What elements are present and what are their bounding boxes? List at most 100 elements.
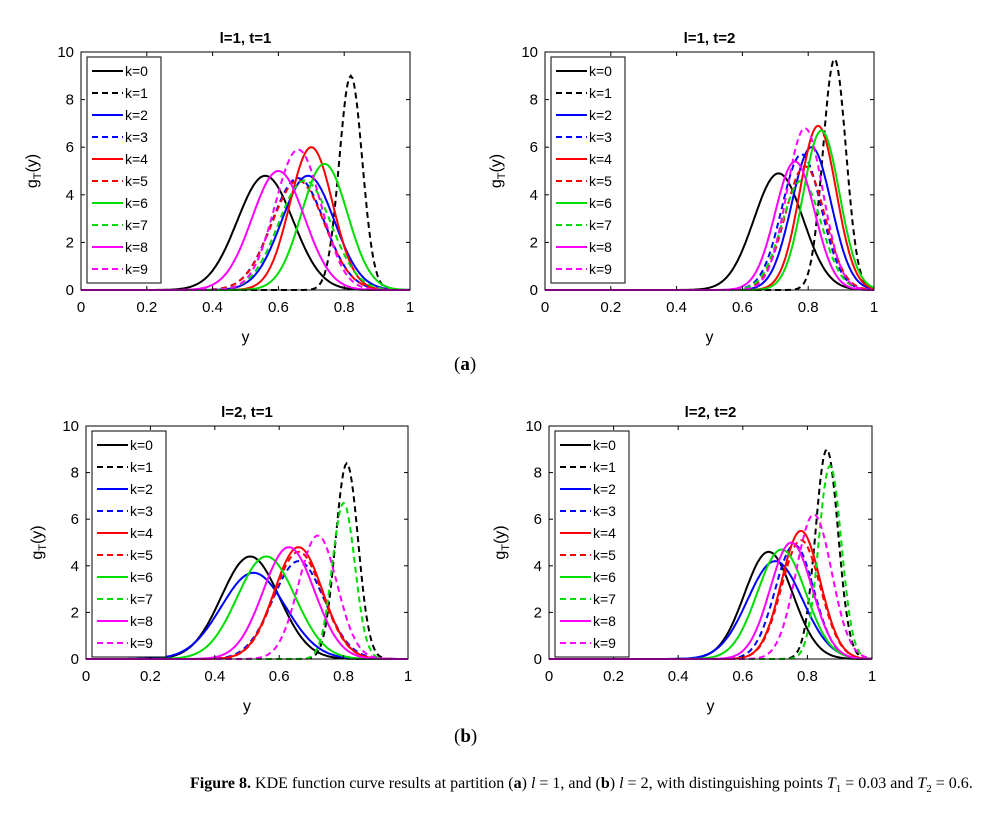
y-tick-label: 4 [66, 187, 74, 204]
legend-box [550, 56, 626, 284]
x-tick-label: 0 [545, 668, 553, 685]
x-tick-label: 0.2 [140, 668, 161, 685]
x-tick-label: 0.6 [732, 299, 753, 316]
chart-title: l=1, t=1 [220, 30, 272, 47]
y-tick-label: 10 [62, 418, 79, 435]
x-tick-label: 0.2 [136, 299, 157, 316]
legend-label: k=2 [589, 107, 612, 123]
plot-frame [80, 51, 411, 291]
chart-3: l=2, t=10 0.2 0.4 0.6 0.8 10246810ygT(y)k=0k=… [29, 404, 412, 715]
legend-label: k=4 [589, 151, 612, 167]
plot-frame [544, 51, 875, 291]
panel-label-a: (a) [454, 354, 477, 375]
x-axis-label: y [707, 698, 715, 715]
legend-label: k=7 [593, 591, 616, 607]
legend-label: k=1 [130, 459, 153, 475]
y-tick-label: 8 [66, 92, 74, 109]
y-tick-label: 4 [530, 187, 538, 204]
legend: k=0 k=1 k=2 k=3 k=4 k=5 k=6 k=7 k=8 k=9 [91, 430, 167, 658]
y-tick-label: 8 [71, 465, 79, 482]
x-tick-label: 0.2 [603, 668, 624, 685]
y-axis-label: gT(y) [488, 154, 508, 188]
legend-label: k=1 [593, 459, 616, 475]
x-tick-label: 0 [77, 299, 85, 316]
legend-label: k=9 [593, 635, 616, 651]
y-tick-label: 6 [534, 511, 542, 528]
y-tick-label: 8 [534, 465, 542, 482]
y-tick-label: 0 [66, 282, 74, 299]
x-tick-label: 0.8 [333, 668, 354, 685]
legend-label: k=9 [130, 635, 153, 651]
legend-label: k=1 [589, 85, 612, 101]
x-axis-label: y [706, 329, 714, 346]
chart-title: l=1, t=2 [684, 30, 736, 47]
legend-label: k=5 [125, 173, 148, 189]
x-tick-label: 1 [406, 299, 414, 316]
y-tick-label: 6 [530, 139, 538, 156]
legend-label: k=6 [593, 569, 616, 585]
legend-label: k=0 [125, 63, 148, 79]
chart-title: l=2, t=2 [685, 404, 737, 421]
legend-label: k=5 [593, 547, 616, 563]
legend-label: k=1 [125, 85, 148, 101]
x-tick-label: 0.4 [204, 668, 225, 685]
legend-label: k=3 [125, 129, 148, 145]
legend-label: k=8 [593, 613, 616, 629]
legend: k=0 k=1 k=2 k=3 k=4 k=5 k=6 k=7 k=8 k=9 [86, 56, 162, 284]
legend-label: k=6 [125, 195, 148, 211]
chart-title: l=2, t=1 [221, 404, 273, 421]
y-tick-label: 10 [57, 44, 74, 61]
legend-label: k=8 [589, 239, 612, 255]
x-tick-label: 0.4 [668, 668, 689, 685]
x-tick-label: 0 [541, 299, 549, 316]
legend: k=0 k=1 k=2 k=3 k=4 k=5 k=6 k=7 k=8 k=9 [554, 430, 630, 658]
y-tick-label: 4 [534, 558, 542, 575]
legend-label: k=0 [589, 63, 612, 79]
legend-box [91, 430, 167, 658]
x-tick-label: 0.6 [732, 668, 753, 685]
x-tick-label: 0.8 [798, 299, 819, 316]
legend-label: k=6 [589, 195, 612, 211]
plot-frame [548, 425, 873, 660]
panel-label-b: (b) [454, 726, 478, 747]
x-axis-label: y [243, 698, 251, 715]
legend-label: k=0 [593, 437, 616, 453]
y-tick-label: 10 [521, 44, 538, 61]
x-tick-label: 0.4 [666, 299, 687, 316]
legend-label: k=8 [130, 613, 153, 629]
y-tick-label: 0 [530, 282, 538, 299]
y-tick-label: 6 [71, 511, 79, 528]
legend-label: k=4 [125, 151, 148, 167]
legend-label: k=7 [125, 217, 148, 233]
legend-label: k=2 [593, 481, 616, 497]
legend-label: k=2 [130, 481, 153, 497]
y-tick-label: 4 [71, 558, 79, 575]
x-tick-label: 0 [82, 668, 90, 685]
legend-label: k=9 [589, 261, 612, 277]
y-tick-label: 8 [530, 92, 538, 109]
y-tick-label: 2 [71, 604, 79, 621]
y-tick-label: 0 [534, 651, 542, 668]
legend-label: k=7 [589, 217, 612, 233]
x-tick-label: 0.8 [334, 299, 355, 316]
y-tick-label: 2 [530, 234, 538, 251]
legend-box [554, 430, 630, 658]
x-tick-label: 0.6 [268, 299, 289, 316]
legend-label: k=3 [589, 129, 612, 145]
x-tick-label: 0.2 [600, 299, 621, 316]
x-axis-label: y [242, 329, 250, 346]
legend-label: k=5 [130, 547, 153, 563]
legend-label: k=4 [130, 525, 153, 541]
x-tick-label: 0.4 [202, 299, 223, 316]
y-tick-label: 2 [66, 234, 74, 251]
legend-label: k=2 [125, 107, 148, 123]
legend-label: k=4 [593, 525, 616, 541]
y-axis-label: gT(y) [29, 525, 49, 559]
figure-caption: Figure 8. KDE function curve results at … [190, 775, 973, 796]
legend-label: k=7 [130, 591, 153, 607]
chart-1: l=1, t=10 0.2 0.4 0.6 0.8 10246810ygT(y)k=0k=… [24, 30, 414, 346]
legend-label: k=8 [125, 239, 148, 255]
x-tick-label: 0.6 [269, 668, 290, 685]
y-tick-label: 6 [66, 139, 74, 156]
